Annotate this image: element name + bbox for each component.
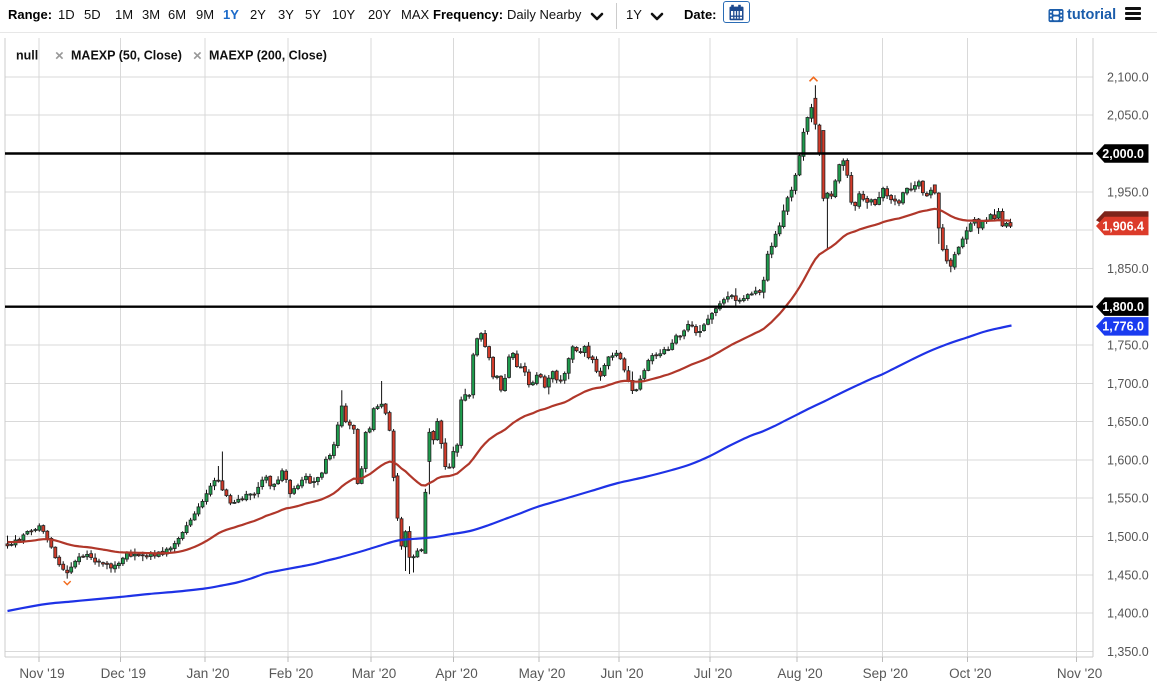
svg-text:1,850.0: 1,850.0 (1107, 262, 1149, 276)
svg-text:2,100.0: 2,100.0 (1107, 70, 1149, 84)
svg-text:Feb '20: Feb '20 (269, 666, 314, 681)
svg-text:MAEXP (50, Close): MAEXP (50, Close) (71, 49, 182, 63)
svg-text:Jul '20: Jul '20 (694, 666, 733, 681)
svg-text:MAEXP (200, Close): MAEXP (200, Close) (209, 49, 327, 63)
svg-text:1,400.0: 1,400.0 (1107, 607, 1149, 621)
svg-text:1,500.0: 1,500.0 (1107, 530, 1149, 544)
svg-text:null: null (16, 49, 38, 63)
svg-text:1,650.0: 1,650.0 (1107, 415, 1149, 429)
svg-text:Jan '20: Jan '20 (186, 666, 229, 681)
svg-text:1,800.0: 1,800.0 (1102, 300, 1144, 314)
svg-text:1,950.0: 1,950.0 (1107, 185, 1149, 199)
svg-text:Dec '19: Dec '19 (101, 666, 146, 681)
svg-text:1,750.0: 1,750.0 (1107, 339, 1149, 353)
svg-text:2,000.0: 2,000.0 (1102, 147, 1144, 161)
svg-text:May '20: May '20 (519, 666, 566, 681)
svg-text:Sep '20: Sep '20 (863, 666, 908, 681)
svg-text:Nov '20: Nov '20 (1057, 666, 1102, 681)
svg-text:1,906.4: 1,906.4 (1102, 219, 1144, 233)
svg-text:Nov '19: Nov '19 (19, 666, 64, 681)
svg-text:1,776.0: 1,776.0 (1102, 320, 1144, 334)
svg-text:1,700.0: 1,700.0 (1107, 377, 1149, 391)
svg-text:×: × (55, 48, 64, 65)
svg-text:Apr '20: Apr '20 (435, 666, 477, 681)
svg-text:2,050.0: 2,050.0 (1107, 109, 1149, 123)
svg-text:1,450.0: 1,450.0 (1107, 568, 1149, 582)
svg-text:1,550.0: 1,550.0 (1107, 492, 1149, 506)
svg-text:Oct '20: Oct '20 (949, 666, 991, 681)
svg-text:1,350.0: 1,350.0 (1107, 645, 1149, 659)
svg-text:Jun '20: Jun '20 (600, 666, 643, 681)
svg-text:1,600.0: 1,600.0 (1107, 453, 1149, 467)
svg-text:Mar '20: Mar '20 (352, 666, 397, 681)
svg-text:×: × (193, 48, 202, 65)
svg-text:Aug '20: Aug '20 (777, 666, 822, 681)
